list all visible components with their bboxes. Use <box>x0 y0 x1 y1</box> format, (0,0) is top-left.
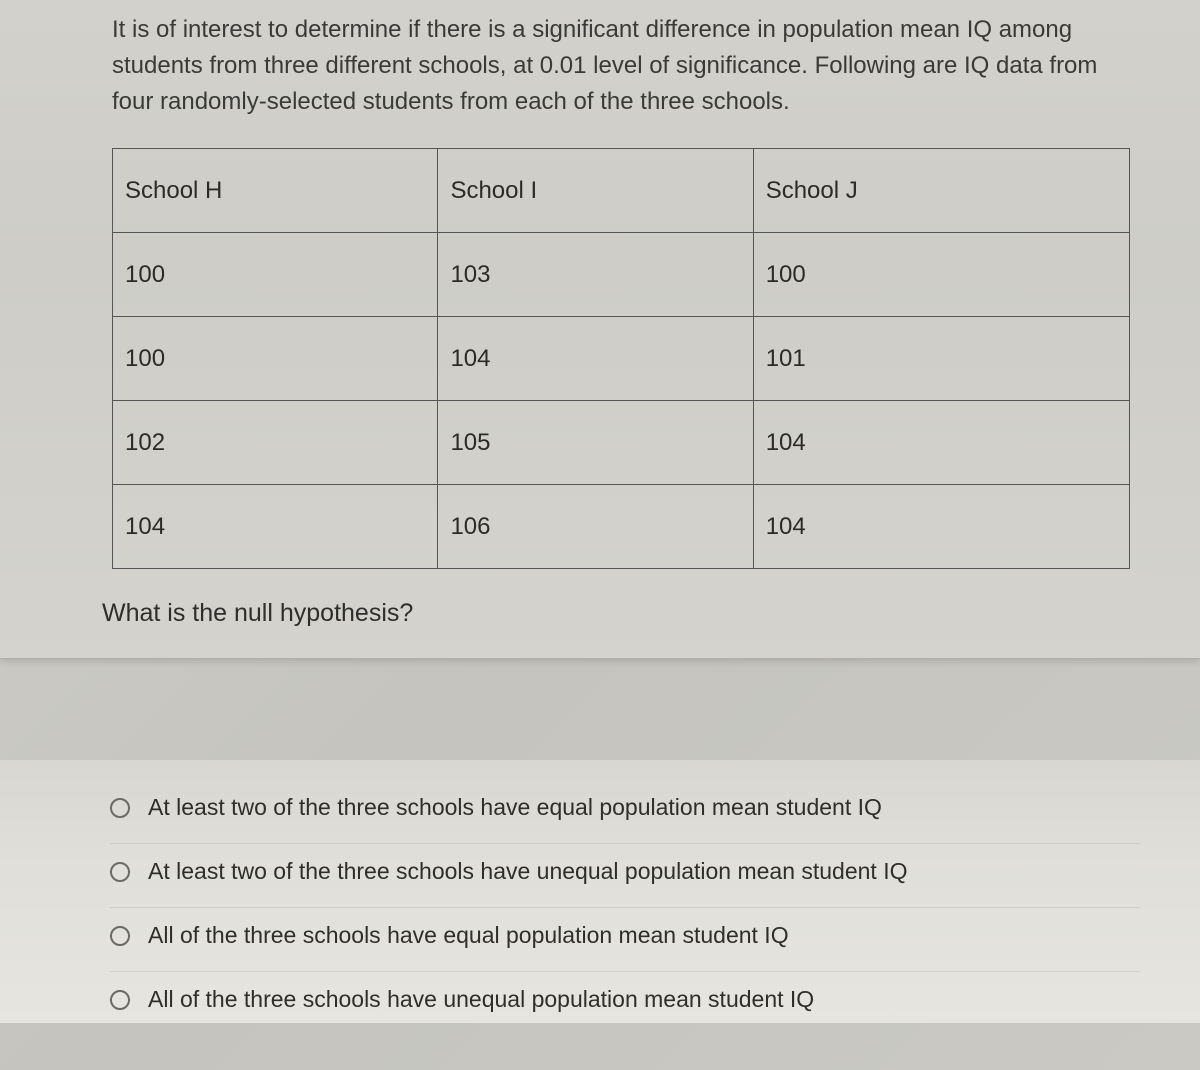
table-cell: 104 <box>753 485 1129 569</box>
table-row: 102 105 104 <box>113 401 1130 485</box>
option-label: At least two of the three schools have u… <box>148 858 908 885</box>
question-sheet: It is of interest to determine if there … <box>0 0 1200 659</box>
table-cell: 101 <box>753 317 1129 401</box>
option-2[interactable]: At least two of the three schools have u… <box>110 844 1140 908</box>
option-3[interactable]: All of the three schools have equal popu… <box>110 908 1140 972</box>
iq-data-table: School H School I School J 100 103 100 1… <box>112 148 1130 569</box>
option-label: All of the three schools have unequal po… <box>148 986 814 1013</box>
table-cell: 100 <box>113 317 438 401</box>
table-cell: 103 <box>438 233 753 317</box>
option-label: All of the three schools have equal popu… <box>148 922 789 949</box>
radio-icon[interactable] <box>110 926 130 946</box>
table-row: 100 103 100 <box>113 233 1130 317</box>
option-label: At least two of the three schools have e… <box>148 794 882 821</box>
table-cell: 102 <box>113 401 438 485</box>
table-cell: 104 <box>113 485 438 569</box>
col-header: School H <box>113 149 438 233</box>
radio-icon[interactable] <box>110 798 130 818</box>
table-cell: 100 <box>753 233 1129 317</box>
col-header: School J <box>753 149 1129 233</box>
table-cell: 104 <box>438 317 753 401</box>
option-1[interactable]: At least two of the three schools have e… <box>110 780 1140 844</box>
col-header: School I <box>438 149 753 233</box>
radio-icon[interactable] <box>110 990 130 1010</box>
table-row: 100 104 101 <box>113 317 1130 401</box>
table-cell: 104 <box>753 401 1129 485</box>
radio-icon[interactable] <box>110 862 130 882</box>
table-cell: 100 <box>113 233 438 317</box>
question-text: What is the null hypothesis? <box>102 599 1130 628</box>
table-cell: 106 <box>438 485 753 569</box>
table-header-row: School H School I School J <box>113 149 1130 233</box>
option-4[interactable]: All of the three schools have unequal po… <box>110 972 1140 1023</box>
table-cell: 105 <box>438 401 753 485</box>
problem-text: It is of interest to determine if there … <box>112 12 1130 120</box>
table-row: 104 106 104 <box>113 485 1130 569</box>
options-area: At least two of the three schools have e… <box>0 760 1200 1023</box>
